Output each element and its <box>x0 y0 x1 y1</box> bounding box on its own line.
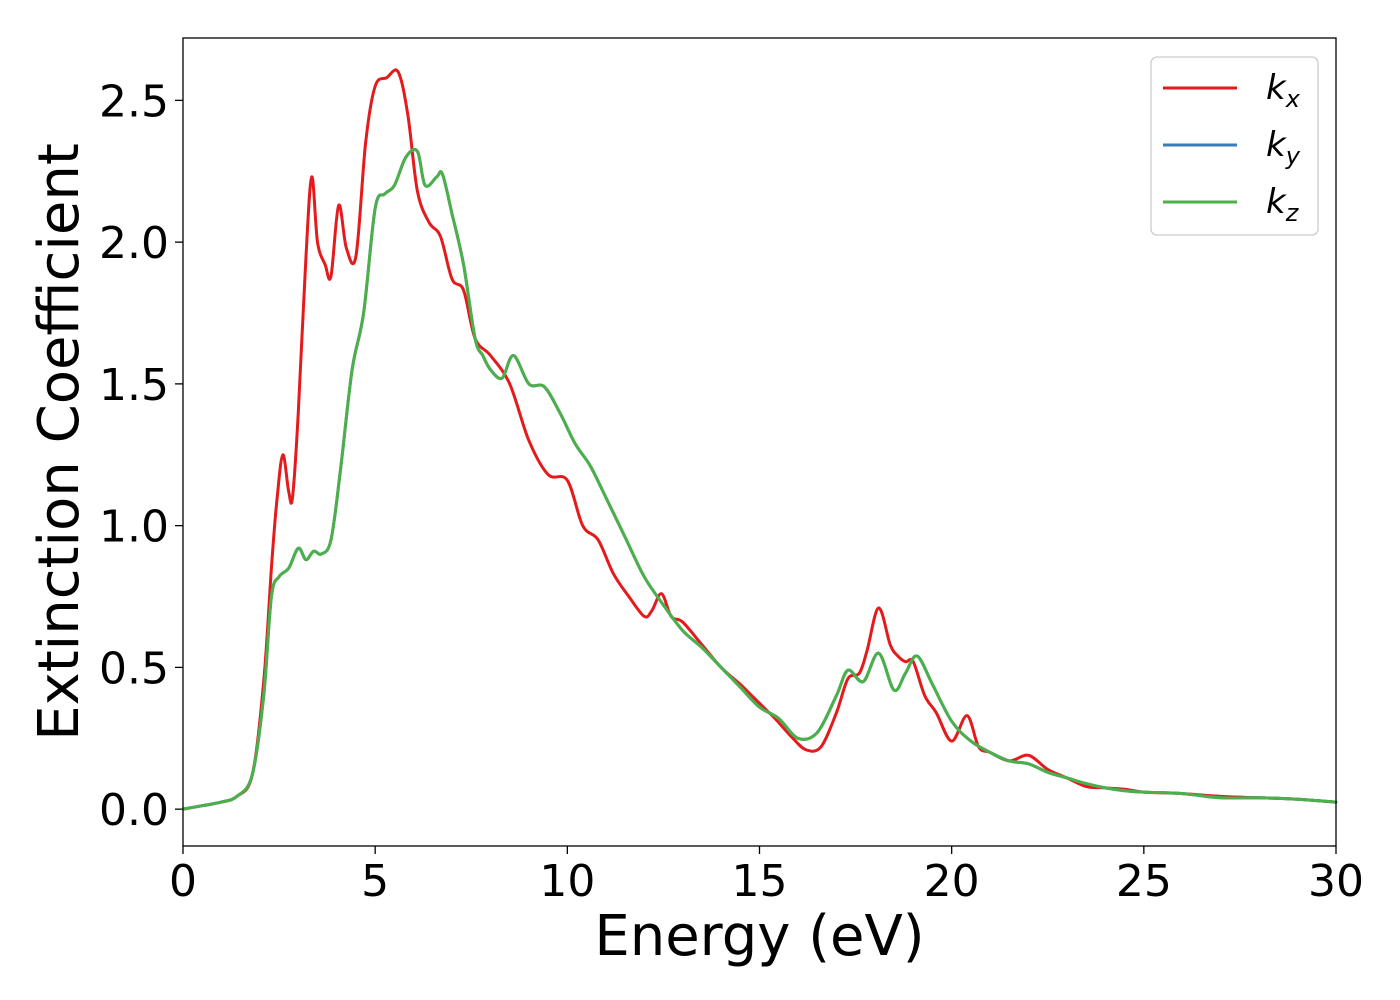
y-tick-label: 2.0 <box>99 218 169 269</box>
x-axis-ticks: 0 5 10 15 20 25 30 <box>169 846 1364 907</box>
x-tick-label: 20 <box>924 856 980 907</box>
x-tick-label: 30 <box>1308 856 1364 907</box>
plot-frame <box>182 37 1337 847</box>
y-tick-label: 0.0 <box>99 785 169 836</box>
y-axis-title: Extinction Coefficient <box>27 143 92 741</box>
y-tick-label: 1.5 <box>99 360 169 411</box>
x-tick-label: 25 <box>1116 856 1172 907</box>
legend-label-k-y: ky <box>1266 125 1301 170</box>
x-tick-label: 5 <box>361 856 389 907</box>
y-tick-label: 1.0 <box>99 502 169 553</box>
x-tick-label: 15 <box>732 856 788 907</box>
legend: kx ky kz <box>1150 56 1319 236</box>
y-axis-ticks: 0.0 0.5 1.0 1.5 2.0 2.5 <box>99 76 183 836</box>
x-axis-title: Energy (eV) <box>594 904 924 969</box>
y-tick-label: 0.5 <box>99 643 169 694</box>
x-tick-label: 0 <box>169 856 197 907</box>
legend-label-k-z: kz <box>1266 182 1300 227</box>
legend-label-k-x: kx <box>1266 68 1301 113</box>
series-lines <box>181 68 1338 811</box>
y-tick-label: 2.5 <box>99 76 169 127</box>
x-tick-label: 10 <box>539 856 595 907</box>
series-line-k-z <box>181 148 1338 811</box>
